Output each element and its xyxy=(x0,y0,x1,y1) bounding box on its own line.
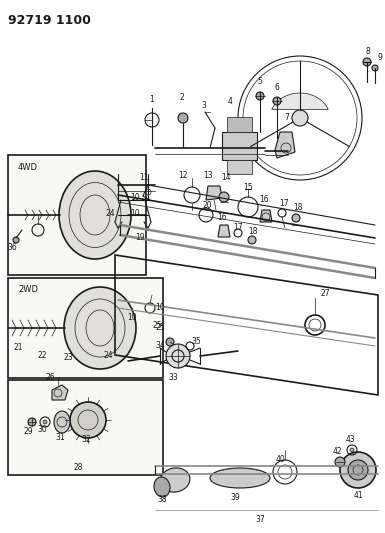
Circle shape xyxy=(43,420,47,424)
Text: 9: 9 xyxy=(378,53,382,62)
Polygon shape xyxy=(275,132,295,158)
Text: 17: 17 xyxy=(233,223,243,232)
Polygon shape xyxy=(227,160,252,174)
Text: 4WD: 4WD xyxy=(18,163,38,172)
Text: 40: 40 xyxy=(275,456,285,464)
Text: 25: 25 xyxy=(156,324,166,333)
Text: 92719 1100: 92719 1100 xyxy=(8,14,91,27)
Circle shape xyxy=(340,452,376,488)
Text: 43: 43 xyxy=(345,435,355,445)
Circle shape xyxy=(28,418,36,426)
Text: 27: 27 xyxy=(320,288,330,297)
Circle shape xyxy=(166,338,174,346)
Text: 16: 16 xyxy=(259,196,269,205)
Text: 16: 16 xyxy=(217,214,227,222)
Text: 29: 29 xyxy=(23,427,33,437)
Text: 18: 18 xyxy=(293,204,303,213)
Bar xyxy=(8,380,163,475)
Text: 7: 7 xyxy=(285,114,290,123)
Text: 10: 10 xyxy=(155,303,165,312)
Circle shape xyxy=(292,214,300,222)
Text: 32: 32 xyxy=(81,435,91,445)
Circle shape xyxy=(348,460,368,480)
Polygon shape xyxy=(222,132,257,160)
Text: 30: 30 xyxy=(37,425,47,434)
Circle shape xyxy=(13,237,19,243)
Text: 12: 12 xyxy=(178,171,188,180)
Ellipse shape xyxy=(54,411,70,433)
Text: 11: 11 xyxy=(139,174,149,182)
Circle shape xyxy=(166,344,190,368)
Ellipse shape xyxy=(64,287,136,369)
Text: 2WD: 2WD xyxy=(18,285,38,294)
Text: 41: 41 xyxy=(353,491,363,500)
Text: 17: 17 xyxy=(279,198,289,207)
Text: 24: 24 xyxy=(105,208,115,217)
Circle shape xyxy=(372,65,378,71)
Circle shape xyxy=(335,457,345,467)
Text: 28: 28 xyxy=(73,464,83,472)
Text: 21: 21 xyxy=(13,343,23,352)
Text: 10: 10 xyxy=(130,208,140,217)
Ellipse shape xyxy=(160,468,190,492)
Text: 37: 37 xyxy=(255,514,265,523)
Text: 31: 31 xyxy=(55,432,65,441)
Circle shape xyxy=(273,97,281,105)
Text: 2: 2 xyxy=(180,93,184,102)
Text: 34: 34 xyxy=(155,342,165,351)
Text: 22: 22 xyxy=(37,351,47,359)
Text: 5: 5 xyxy=(258,77,263,86)
Ellipse shape xyxy=(210,468,270,488)
Circle shape xyxy=(256,92,264,100)
Text: 23: 23 xyxy=(63,353,73,362)
Polygon shape xyxy=(272,93,328,109)
Text: 1: 1 xyxy=(150,95,154,104)
Text: 18: 18 xyxy=(248,228,258,237)
Circle shape xyxy=(363,58,371,66)
Ellipse shape xyxy=(59,171,131,259)
Text: 42: 42 xyxy=(332,447,342,456)
Bar xyxy=(8,278,163,378)
Text: 10: 10 xyxy=(130,193,140,203)
Circle shape xyxy=(128,210,138,220)
Text: 26: 26 xyxy=(45,373,55,382)
Text: 6: 6 xyxy=(275,83,280,92)
Text: 39: 39 xyxy=(230,494,240,503)
Circle shape xyxy=(350,448,354,452)
Text: 4: 4 xyxy=(228,98,233,107)
Text: 14: 14 xyxy=(221,174,231,182)
Circle shape xyxy=(292,110,308,126)
Text: 13: 13 xyxy=(203,171,213,180)
Polygon shape xyxy=(218,225,230,237)
Text: 38: 38 xyxy=(157,496,167,505)
Text: 35: 35 xyxy=(191,336,201,345)
Text: 3: 3 xyxy=(202,101,206,109)
Text: 24: 24 xyxy=(103,351,113,360)
Polygon shape xyxy=(52,385,68,400)
Circle shape xyxy=(248,236,256,244)
Circle shape xyxy=(178,113,188,123)
Circle shape xyxy=(70,402,106,438)
Text: 8: 8 xyxy=(366,47,370,56)
Polygon shape xyxy=(227,117,252,132)
Polygon shape xyxy=(206,186,222,200)
Text: 25: 25 xyxy=(152,320,162,329)
Text: 15: 15 xyxy=(243,183,253,192)
Text: 19: 19 xyxy=(135,233,145,243)
Circle shape xyxy=(219,192,229,202)
Text: 33: 33 xyxy=(168,374,178,383)
Bar xyxy=(8,155,146,275)
Polygon shape xyxy=(260,210,272,222)
Text: 36: 36 xyxy=(7,244,17,253)
Text: 10: 10 xyxy=(127,313,137,322)
Ellipse shape xyxy=(154,477,170,497)
Text: 20: 20 xyxy=(202,200,212,209)
